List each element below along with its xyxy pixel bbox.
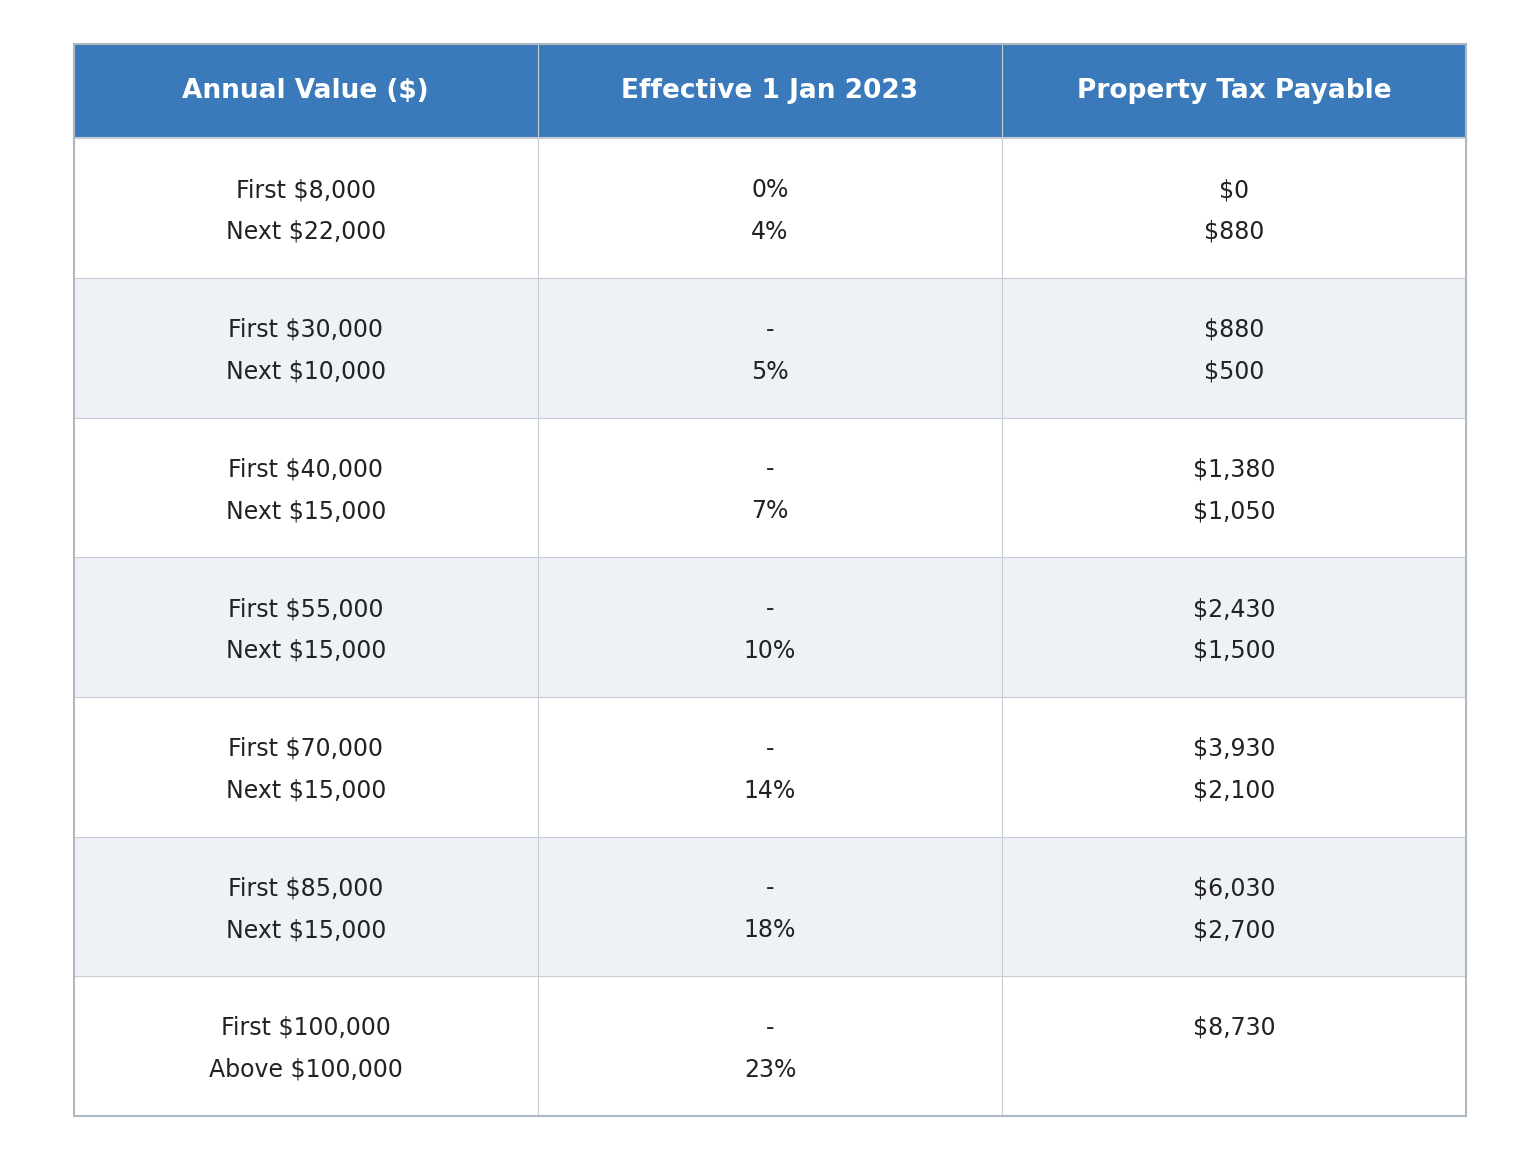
Bar (74, 836, 537, 977)
Text: First $55,000: First $55,000 (228, 597, 383, 621)
Bar (1003, 557, 1466, 697)
Text: $2,100: $2,100 (1194, 778, 1275, 803)
Bar (537, 44, 1003, 138)
Bar (1003, 977, 1466, 1116)
Text: 4%: 4% (752, 220, 788, 244)
Text: 23%: 23% (744, 1058, 796, 1082)
Text: $500: $500 (1204, 360, 1264, 384)
Text: -: - (765, 597, 775, 621)
Text: $2,430: $2,430 (1194, 597, 1275, 621)
Text: First $40,000: First $40,000 (228, 457, 383, 481)
Text: -: - (765, 457, 775, 481)
Bar (1003, 697, 1466, 836)
Bar (537, 138, 1003, 278)
Text: $6,030: $6,030 (1194, 876, 1275, 900)
Text: Next $10,000: Next $10,000 (226, 360, 387, 384)
Text: Next $15,000: Next $15,000 (225, 919, 387, 942)
Text: $1,050: $1,050 (1194, 499, 1275, 523)
Text: Next $15,000: Next $15,000 (225, 499, 387, 523)
Text: First $85,000: First $85,000 (228, 876, 383, 900)
Bar (1003, 44, 1466, 138)
Text: 5%: 5% (752, 360, 788, 384)
Text: -: - (765, 318, 775, 342)
Text: $1,500: $1,500 (1194, 639, 1275, 662)
Bar (1003, 836, 1466, 977)
Bar (74, 138, 537, 278)
Bar (537, 977, 1003, 1116)
Text: 18%: 18% (744, 919, 796, 942)
Text: Next $15,000: Next $15,000 (225, 778, 387, 803)
Bar (1003, 138, 1466, 278)
Text: $880: $880 (1204, 318, 1264, 342)
Text: First $70,000: First $70,000 (228, 737, 383, 761)
Text: First $100,000: First $100,000 (220, 1016, 391, 1041)
Bar (537, 557, 1003, 697)
Bar (74, 557, 537, 697)
Bar (74, 697, 537, 836)
Text: Next $15,000: Next $15,000 (225, 639, 387, 662)
Text: $2,700: $2,700 (1194, 919, 1275, 942)
Bar (537, 836, 1003, 977)
Text: -: - (765, 876, 775, 900)
Bar (74, 977, 537, 1116)
Text: Next $22,000: Next $22,000 (225, 220, 387, 244)
Text: 14%: 14% (744, 778, 796, 803)
Bar (1003, 418, 1466, 557)
Text: Above $100,000: Above $100,000 (209, 1058, 402, 1082)
Text: Annual Value ($): Annual Value ($) (182, 78, 430, 104)
Text: $1,380: $1,380 (1194, 457, 1275, 481)
Bar (74, 418, 537, 557)
Text: 0%: 0% (752, 179, 788, 202)
Bar (74, 278, 537, 418)
Text: $8,730: $8,730 (1194, 1016, 1275, 1041)
Text: -: - (765, 1016, 775, 1041)
Text: $880: $880 (1204, 220, 1264, 244)
Text: 10%: 10% (744, 639, 796, 662)
Text: Effective 1 Jan 2023: Effective 1 Jan 2023 (622, 78, 918, 104)
Bar (537, 697, 1003, 836)
Text: -: - (765, 737, 775, 761)
Text: $3,930: $3,930 (1194, 737, 1275, 761)
Text: Property Tax Payable: Property Tax Payable (1076, 78, 1392, 104)
Bar (74, 44, 537, 138)
Bar (1003, 278, 1466, 418)
Text: 7%: 7% (752, 499, 788, 523)
Text: $0: $0 (1220, 179, 1249, 202)
Text: First $8,000: First $8,000 (236, 179, 376, 202)
Bar (537, 278, 1003, 418)
Bar (537, 418, 1003, 557)
Text: First $30,000: First $30,000 (228, 318, 383, 342)
